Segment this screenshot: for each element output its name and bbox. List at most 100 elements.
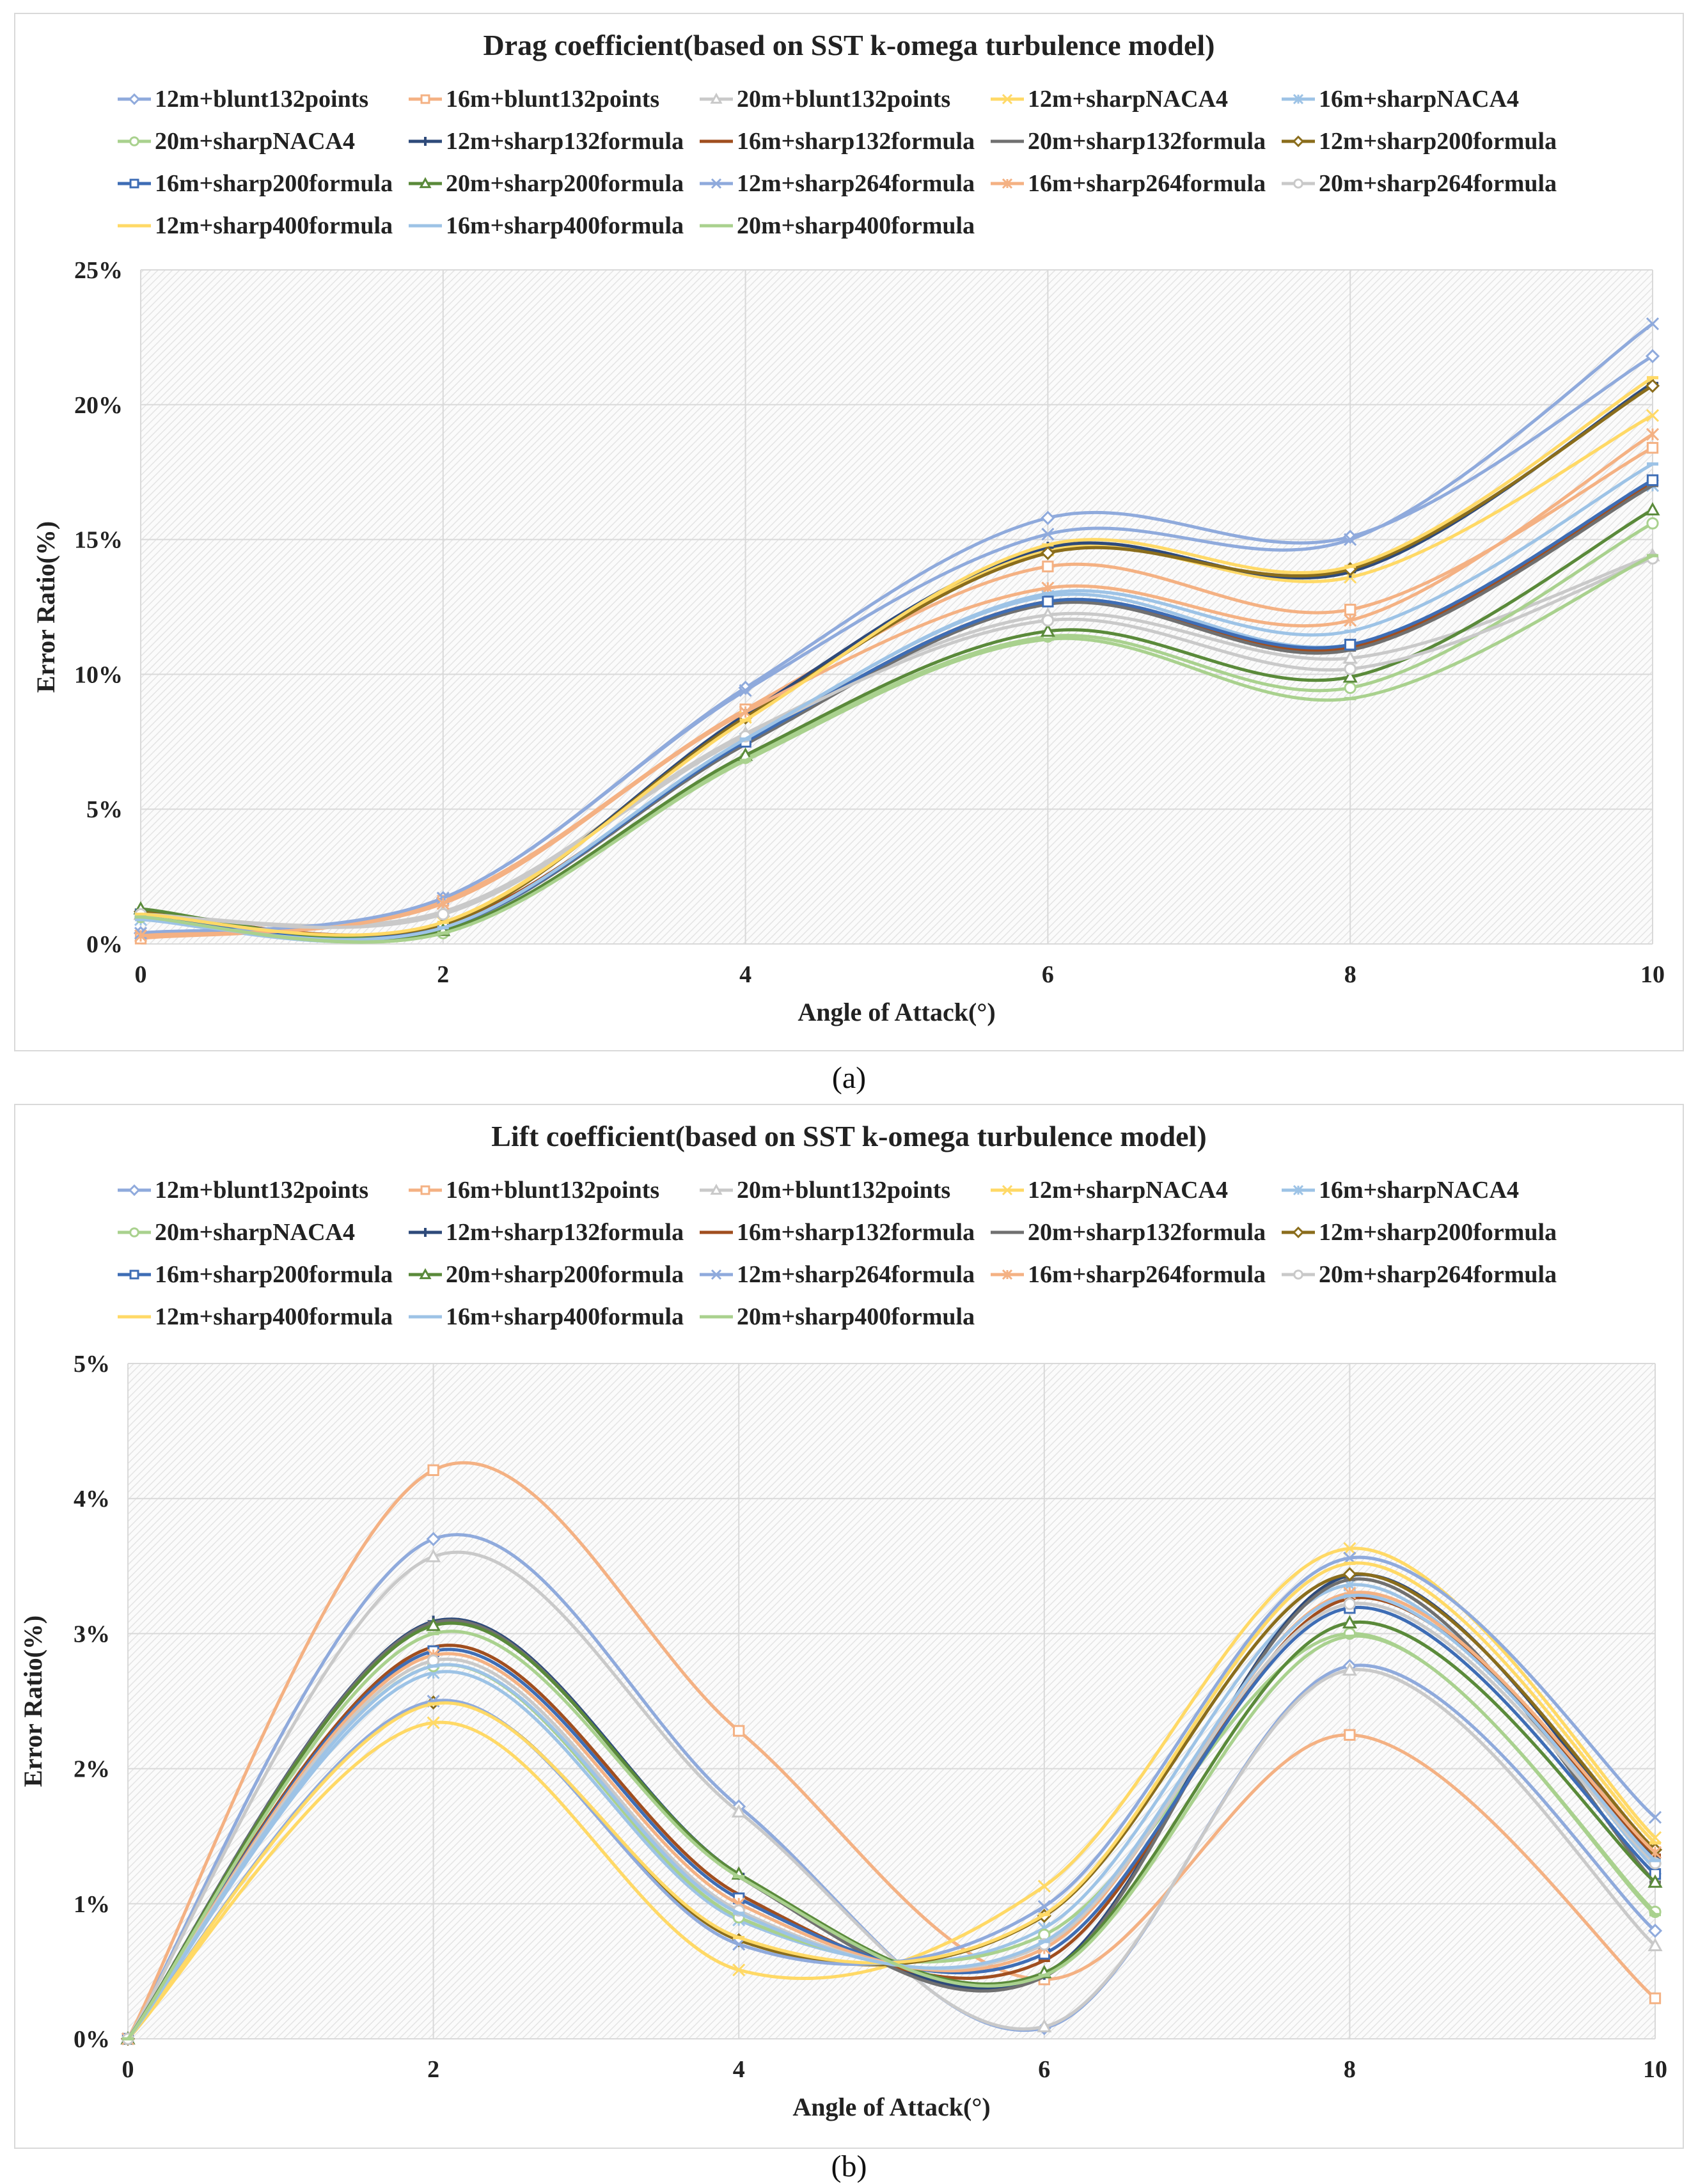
- legend-item-20m-sharp132formula: 20m+sharp132formula: [989, 1215, 1266, 1250]
- y-tick-label: 0%: [74, 2026, 110, 2053]
- legend-item-20m-blunt132points: 20m+blunt132points: [698, 82, 950, 116]
- x-axis-title: Angle of Attack(°): [792, 2093, 990, 2121]
- y-tick-label: 5%: [86, 796, 123, 823]
- legend-swatch-icon: [409, 1228, 442, 1237]
- y-tick-label: 20%: [74, 392, 123, 419]
- legend-label: 20m+sharp264formula: [1319, 1261, 1557, 1288]
- data-point: [1646, 517, 1659, 530]
- legend-label: 20m+sharp200formula: [446, 1261, 684, 1288]
- legend-swatch-icon: [118, 1227, 151, 1237]
- legend-item-16m-sharpnaca4: 16m+sharpNACA4: [1280, 1173, 1519, 1207]
- series-line: [139, 446, 1655, 941]
- legend-swatch-icon: [1282, 1184, 1315, 1196]
- y-tick-label: 0%: [86, 931, 123, 958]
- x-axis-title: Angle of Attack(°): [798, 998, 995, 1026]
- data-point: [1645, 349, 1660, 364]
- drag-chart-plot: 0% 5% 10% 15% 20% 25% 0 2 4 6 8 10 Angle of Attack(°…: [31, 257, 1665, 1026]
- drag-chart-caption: (a): [831, 1061, 867, 1095]
- legend-label: 20m+sharpNACA4: [155, 128, 355, 155]
- legend-label: 12m+sharp132formula: [446, 1219, 684, 1246]
- data-point: [1342, 1567, 1357, 1582]
- legend-item-16m-sharp132formula: 16m+sharp132formula: [698, 1215, 975, 1250]
- data-point: [426, 1532, 441, 1546]
- data-point: [1040, 623, 1055, 637]
- y-tick-label: 5%: [74, 1351, 110, 1378]
- legend-swatch-icon: [700, 178, 733, 189]
- legend-item-20m-sharp200formula: 20m+sharp200formula: [407, 166, 684, 201]
- data-point: [1646, 442, 1659, 454]
- data-point: [1647, 1938, 1663, 1951]
- series-line: [126, 1577, 1657, 2041]
- data-point: [1342, 1615, 1357, 1629]
- legend-label: 16m+blunt132points: [446, 86, 660, 113]
- data-point: [1647, 1874, 1663, 1888]
- x-tick-label: 4: [733, 2056, 745, 2083]
- legend-label: 20m+sharp132formula: [1028, 1219, 1266, 1246]
- legend-swatch-icon: [1282, 1226, 1315, 1239]
- legend-item-12m-sharpnaca4: 12m+sharpNACA4: [989, 1173, 1228, 1207]
- legend-swatch-icon: [991, 93, 1024, 105]
- legend-swatch-icon: [409, 177, 442, 189]
- legend-swatch-icon: [409, 1185, 442, 1195]
- lift-chart-panel: Lift coefficient(based on SST k-omega tu…: [14, 1104, 1684, 2149]
- legend-label: 16m+sharp200formula: [155, 1261, 393, 1288]
- legend-label: 16m+sharpNACA4: [1319, 1177, 1519, 1204]
- legend-label: 12m+sharp200formula: [1319, 1219, 1557, 1246]
- y-tick-label: 10%: [74, 661, 123, 688]
- data-point: [426, 1548, 441, 1562]
- lift-chart-caption: (b): [831, 2149, 867, 2183]
- legend-item-16m-sharp200formula: 16m+sharp200formula: [116, 166, 393, 201]
- legend-swatch-icon: [700, 1269, 733, 1280]
- data-point: [1646, 474, 1659, 486]
- legend-item-12m-sharp264formula: 12m+sharp264formula: [698, 166, 975, 201]
- legend-swatch-icon: [409, 1268, 442, 1280]
- data-point: [732, 1963, 746, 1977]
- series-20m-sharp400formula: [135, 554, 1658, 944]
- data-point: [1042, 560, 1054, 572]
- legend-swatch-icon: [1282, 178, 1315, 189]
- series-line: [139, 322, 1655, 935]
- y-tick-label: 25%: [74, 257, 123, 284]
- legend-item-20m-blunt132points: 20m+blunt132points: [698, 1173, 950, 1207]
- series-20m-sharp400formula: [122, 1630, 1661, 2041]
- legend-item-12m-blunt132points: 12m+blunt132points: [116, 82, 368, 116]
- plot-area: [141, 270, 1653, 944]
- legend-swatch-icon: [991, 1230, 1024, 1234]
- legend-label: 12m+sharp400formula: [155, 1303, 393, 1330]
- drag-chart-title: Drag coefficient(based on SST k-omega tu…: [483, 29, 1215, 61]
- legend-label: 12m+sharp132formula: [446, 128, 684, 155]
- legend-item-16m-sharp400formula: 16m+sharp400formula: [407, 1300, 684, 1334]
- legend-label: 16m+sharp400formula: [446, 212, 684, 239]
- drag-chart-panel: Drag coefficient(based on SST k-omega tu…: [14, 13, 1684, 1051]
- legend-item-12m-sharp132formula: 12m+sharp132formula: [407, 1215, 684, 1250]
- data-point: [1037, 2018, 1052, 2032]
- x-tick-label: 8: [1344, 2056, 1356, 2083]
- legend-item-20m-sharp132formula: 20m+sharp132formula: [989, 124, 1266, 159]
- series-12m-sharp400formula: [135, 376, 1658, 937]
- data-point: [1342, 669, 1358, 683]
- series-16m-sharp264formula: [134, 428, 1660, 943]
- legend-swatch-icon: [118, 1315, 151, 1319]
- series-line: [139, 432, 1655, 938]
- y-axis-title: Error Ratio(%): [31, 521, 60, 693]
- legend-item-12m-sharp200formula: 12m+sharp200formula: [1280, 1215, 1557, 1250]
- series-16m-blunt132points: [122, 1461, 1662, 2045]
- x-tick-label: 6: [1042, 961, 1054, 988]
- legend-swatch-icon: [1282, 1269, 1315, 1280]
- legend-label: 12m+sharp264formula: [737, 1261, 975, 1288]
- legend-label: 16m+sharp132formula: [737, 128, 975, 155]
- legend-swatch-icon: [1282, 93, 1315, 105]
- legend-swatch-icon: [991, 1269, 1024, 1280]
- data-point: [1648, 1811, 1662, 1824]
- legend-label: 16m+sharpNACA4: [1319, 86, 1519, 113]
- legend-swatch-icon: [409, 1315, 442, 1319]
- legend-item-16m-sharp132formula: 16m+sharp132formula: [698, 124, 975, 159]
- legend-swatch-icon: [118, 136, 151, 146]
- series-line: [139, 556, 1655, 929]
- legend-label: 16m+sharp200formula: [155, 170, 393, 197]
- series-line: [126, 1630, 1657, 2041]
- data-point: [1343, 1542, 1356, 1555]
- legend-label: 12m+sharpNACA4: [1028, 86, 1228, 113]
- legend-label: 16m+sharp132formula: [737, 1219, 975, 1246]
- y-tick-label: 4%: [74, 1486, 110, 1512]
